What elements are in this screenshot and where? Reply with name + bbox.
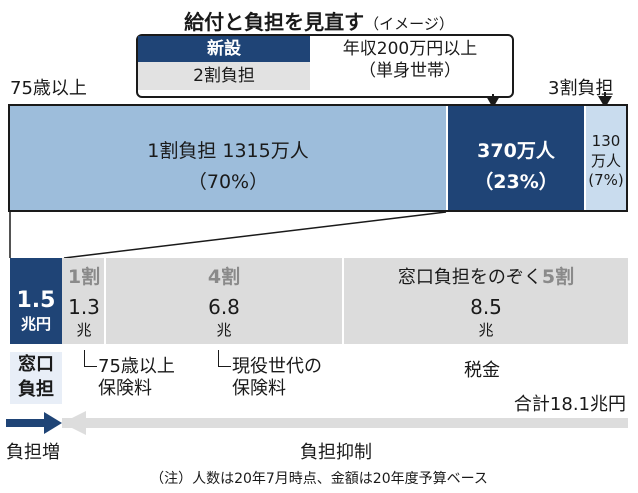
window-amount-unit: 兆円 xyxy=(20,315,51,333)
window-label-line1: 窓口 xyxy=(18,354,54,375)
segment-1wari-label: 1割負担 1315万人 xyxy=(147,140,309,162)
tax-ratio-line: 窓口負担をのぞく5割 xyxy=(344,262,628,289)
tax-unit: 兆 xyxy=(478,321,494,339)
note-working-line2: 保険料 xyxy=(232,378,286,399)
title-main: 給付と負担を見直す xyxy=(184,10,365,34)
legend-income-line1: 年収200万円以上 xyxy=(342,39,478,59)
working-amount: 6.8 xyxy=(208,295,240,319)
segment-3wari-share: (7%) xyxy=(588,171,624,189)
bar-segment-2wari-new: 370万人 （23%） xyxy=(448,106,584,210)
funding-segment-tax: 窓口負担をのぞく5割 8.5 兆 xyxy=(344,262,628,340)
chart-title: 給付と負担を見直す（イメージ） xyxy=(0,6,638,35)
burden-arrows xyxy=(6,411,628,435)
arrow-label-increase: 負担増 xyxy=(6,442,60,463)
divider-2 xyxy=(342,258,344,344)
label-three-wari: 3割負担 xyxy=(548,78,614,99)
segment-3wari-value: 130 xyxy=(591,132,621,150)
note-elderly-line2: 保険料 xyxy=(98,378,152,399)
increase-arrowhead xyxy=(44,412,62,434)
legend-income-condition: 年収200万円以上 （単身世帯） xyxy=(312,38,508,82)
funding-segment-working: 4割 6.8 兆 xyxy=(106,262,342,340)
funding-bar xyxy=(10,258,628,344)
pointer-stem-370 xyxy=(492,94,494,98)
working-unit: 兆 xyxy=(216,321,232,339)
legend-new-label: 新設 xyxy=(138,36,310,62)
note-bracket-working xyxy=(218,350,231,367)
note-elderly: 75歳以上 保険料 xyxy=(98,356,175,400)
tax-amount: 8.5 xyxy=(470,295,502,319)
tax-ratio-prefix: 窓口負担をのぞく xyxy=(397,267,542,288)
suppress-bar xyxy=(62,418,628,428)
arrow-label-suppress: 負担抑制 xyxy=(300,442,372,463)
segment-1wari-share: （70%） xyxy=(187,171,269,193)
bar-segment-1wari: 1割負担 1315万人 （70%） xyxy=(10,106,446,210)
connector-diagonal xyxy=(63,211,447,259)
working-ratio: 4割 xyxy=(207,266,241,288)
increase-bar xyxy=(6,419,48,427)
note-tax: 税金 xyxy=(464,360,500,381)
note-elderly-line1: 75歳以上 xyxy=(98,356,175,377)
total-amount: 合計18.1兆円 xyxy=(513,394,626,415)
funding-window-segment: 1.5 兆円 xyxy=(10,258,62,344)
tax-ratio: 5割 xyxy=(541,266,575,288)
segment-3wari-unit: 万人 xyxy=(590,152,621,170)
elderly-amount: 1.3 xyxy=(68,295,100,319)
legend-income-line2: （単身世帯） xyxy=(359,61,461,81)
segment-2wari-label: 370万人 xyxy=(477,140,555,162)
note-working-line1: 現役世代の xyxy=(232,356,322,377)
label-age-75: 75歳以上 xyxy=(10,78,87,99)
footnote: （注）人数は20年7月時点、金額は20年度予算ベース xyxy=(150,471,488,487)
segment-2wari-share: （23%） xyxy=(474,171,558,193)
elderly-ratio: 1割 xyxy=(67,266,101,288)
window-label-line2: 負担 xyxy=(18,379,54,400)
note-working: 現役世代の 保険料 xyxy=(232,356,322,400)
bar-segment-3wari: 130 万人 (7%) xyxy=(586,106,626,210)
pointer-stem-130 xyxy=(604,92,606,98)
note-bracket-elderly xyxy=(84,350,97,367)
window-burden-label: 窓口 負担 xyxy=(10,352,62,404)
legend-two-wari-label: 2割負担 xyxy=(138,62,310,90)
window-amount-value: 1.5 xyxy=(16,288,56,313)
suppress-arrowhead xyxy=(62,411,86,435)
funding-segment-elderly: 1割 1.3 兆 xyxy=(64,262,104,340)
title-sub: （イメージ） xyxy=(364,15,454,33)
elderly-unit: 兆 xyxy=(76,321,92,339)
divider-1 xyxy=(104,258,106,344)
